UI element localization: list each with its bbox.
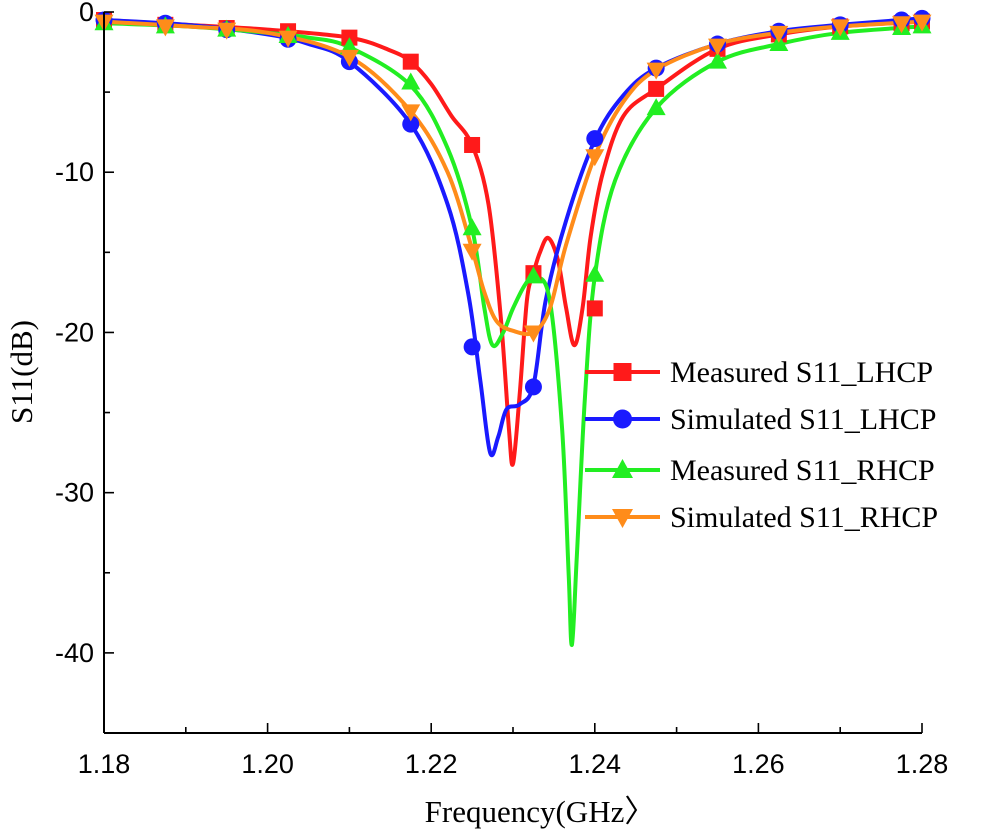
x-tick-label: 1.18 bbox=[78, 749, 131, 779]
data-point bbox=[278, 30, 298, 48]
legend-label: Measured S11_LHCP bbox=[670, 356, 933, 389]
y-axis-title: S11(dB) bbox=[4, 320, 39, 424]
legend-swatch-marker bbox=[612, 509, 633, 528]
x-axis-title: Frequency(GHz〉 bbox=[425, 794, 656, 829]
legend-item: Simulated S11_LHCP bbox=[585, 403, 936, 436]
legend-swatch-marker bbox=[613, 363, 632, 381]
x-tick-label: 1.22 bbox=[405, 749, 458, 779]
data-point bbox=[646, 98, 666, 116]
legend-item: Measured S11_LHCP bbox=[585, 356, 933, 389]
y-tick-label: -10 bbox=[55, 157, 94, 187]
data-point bbox=[462, 243, 482, 261]
series-line-simulated-s11-rhcp bbox=[102, 19, 924, 337]
data-point bbox=[462, 218, 482, 236]
data-point bbox=[769, 25, 789, 43]
data-point bbox=[464, 136, 481, 153]
x-tick-label: 1.26 bbox=[732, 749, 785, 779]
data-point bbox=[523, 266, 543, 284]
data-point bbox=[217, 22, 237, 40]
series-markers-measured-s11-lhcp bbox=[96, 12, 930, 317]
data-point bbox=[401, 104, 421, 122]
data-point bbox=[463, 338, 481, 356]
x-tick-label: 1.20 bbox=[241, 749, 294, 779]
y-tick-label: -40 bbox=[55, 638, 94, 668]
series-markers-simulated-s11-lhcp bbox=[95, 9, 931, 396]
legend-item: Simulated S11_RHCP bbox=[585, 501, 938, 534]
data-point bbox=[585, 149, 605, 167]
y-tick-label: -30 bbox=[55, 478, 94, 508]
data-point bbox=[402, 115, 420, 133]
series-simulated-s11-lhcp bbox=[102, 16, 924, 458]
x-tick-label: 1.28 bbox=[896, 749, 949, 779]
series-measured-s11-rhcp bbox=[102, 21, 924, 647]
data-point bbox=[912, 14, 932, 32]
series-markers-simulated-s11-rhcp bbox=[94, 14, 932, 343]
y-tick-label: 0 bbox=[79, 0, 94, 27]
series-measured-s11-lhcp bbox=[102, 18, 924, 467]
data-point bbox=[586, 300, 603, 317]
data-point bbox=[339, 49, 359, 67]
series-simulated-s11-rhcp bbox=[102, 19, 924, 337]
data-point bbox=[402, 53, 419, 70]
legend-item: Measured S11_RHCP bbox=[585, 454, 935, 487]
series-markers-measured-s11-rhcp bbox=[94, 13, 932, 284]
data-point bbox=[830, 19, 850, 37]
data-point bbox=[646, 62, 666, 80]
data-point bbox=[401, 72, 421, 90]
x-tick-label: 1.24 bbox=[569, 749, 622, 779]
data-point bbox=[523, 325, 543, 343]
data-point bbox=[708, 51, 727, 69]
data-point bbox=[892, 16, 912, 34]
y-tick-label: -20 bbox=[55, 317, 94, 347]
legend-label: Simulated S11_LHCP bbox=[670, 403, 936, 436]
data-point bbox=[586, 130, 604, 148]
legend: Measured S11_LHCP Simulated S11_LHCP Measu… bbox=[585, 356, 938, 534]
plot-area bbox=[94, 9, 932, 647]
legend-label: Measured S11_RHCP bbox=[670, 454, 935, 487]
data-point bbox=[524, 378, 542, 396]
series-line-measured-s11-rhcp bbox=[102, 21, 924, 647]
ticks: 1.18 1.20 1.22 1.24 1.26 1.28 0 -10 -20 -30 -40 bbox=[55, 0, 948, 779]
data-point bbox=[585, 264, 605, 282]
data-point bbox=[648, 80, 665, 97]
legend-swatch-marker bbox=[613, 409, 632, 429]
legend-label: Simulated S11_RHCP bbox=[670, 501, 938, 534]
series-line-measured-s11-lhcp bbox=[102, 18, 924, 467]
data-point bbox=[708, 38, 727, 56]
series-line-simulated-s11-lhcp bbox=[102, 16, 924, 458]
data-point bbox=[155, 19, 175, 37]
legend-swatch-marker bbox=[612, 459, 633, 478]
